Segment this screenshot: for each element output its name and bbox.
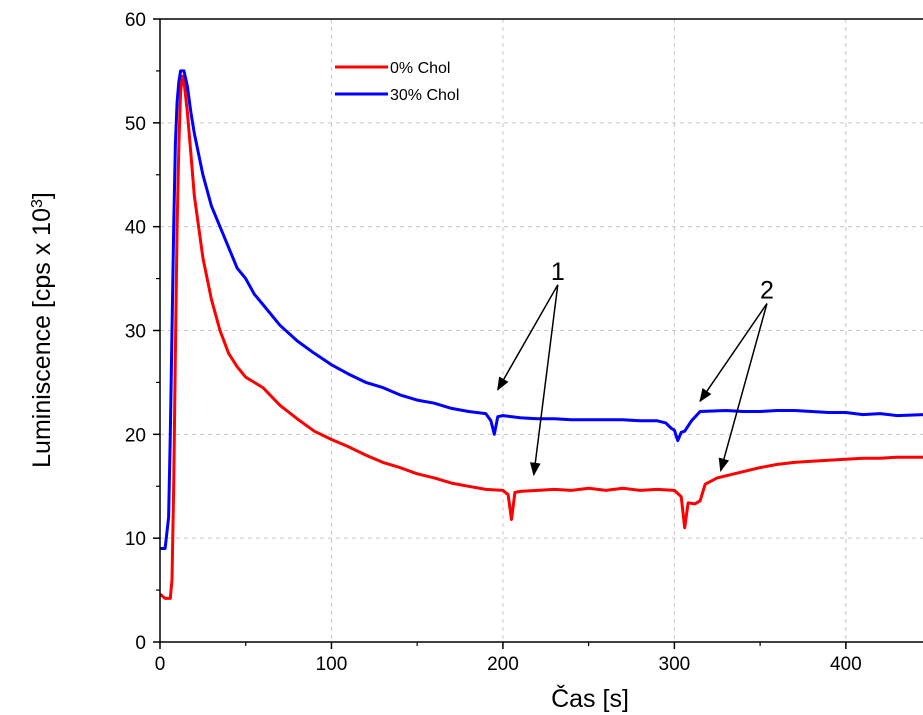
x-tick-label: 200 — [487, 654, 519, 675]
annotations: 12 — [497, 258, 774, 477]
series-line-0 — [160, 74, 923, 600]
series-line-1 — [160, 69, 923, 550]
y-tick-label: 30 — [125, 322, 146, 343]
annotation-arrow — [529, 284, 559, 477]
x-axis-title: Čas [s] — [551, 684, 629, 713]
annotation-label-1: 1 — [551, 258, 565, 286]
legend: 0% Chol 30% Chol — [335, 60, 459, 104]
x-tick-label: 100 — [316, 654, 348, 675]
axes: 0 10 20 30 40 50 60 0 100 200 300 400 — [125, 10, 923, 675]
y-axis-title: Luminiscence [cps x 103] — [28, 192, 56, 468]
x-tick-label: 400 — [830, 654, 862, 675]
annotation-arrow — [718, 303, 768, 472]
y-tick-label: 10 — [125, 529, 146, 550]
y-tick-label: 20 — [125, 425, 146, 446]
legend-label-0pct: 0% Chol — [390, 60, 450, 77]
series-group — [160, 69, 923, 600]
annotation-label-2: 2 — [760, 277, 774, 305]
y-tick-label: 50 — [125, 114, 146, 135]
y-tick-label: 0 — [135, 633, 146, 654]
x-tick-label: 0 — [155, 654, 166, 675]
legend-label-30pct: 30% Chol — [390, 87, 459, 104]
annotation-arrow — [699, 303, 768, 403]
annotation-arrow — [497, 284, 559, 391]
y-tick-label: 40 — [125, 218, 146, 239]
grid — [160, 19, 923, 642]
y-axis-title-main: Luminiscence [cps x 10 — [28, 208, 56, 468]
y-axis-title-exponent: 3 — [29, 199, 46, 208]
x-tick-label: 300 — [659, 654, 691, 675]
y-tick-label: 60 — [125, 10, 146, 31]
y-axis-title-close: ] — [28, 192, 56, 199]
